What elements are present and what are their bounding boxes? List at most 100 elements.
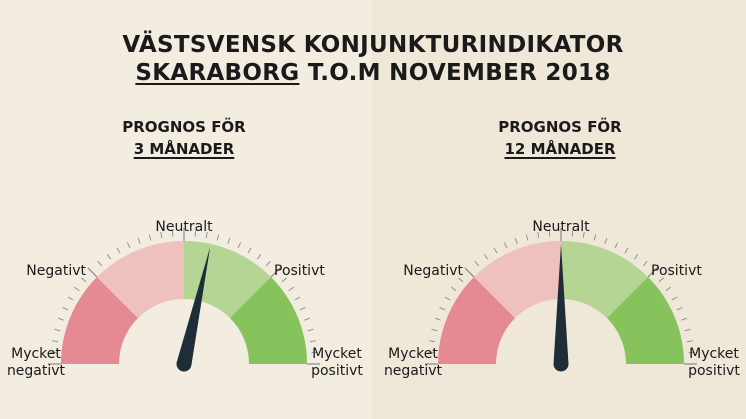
gauge-tick <box>428 340 436 343</box>
gauge-zone-very-positive <box>229 277 307 364</box>
gauge-tick <box>483 253 488 260</box>
gauge-tick <box>681 317 688 321</box>
gauge-zone-negative <box>474 241 561 319</box>
label-very-negative-line1: Mycket <box>11 346 61 362</box>
gauge-tick <box>548 230 551 237</box>
gauge-zone-positive <box>561 241 648 319</box>
gauge-tick <box>51 340 59 343</box>
gauge-tick <box>647 267 658 278</box>
gauge-tick <box>247 247 252 254</box>
gauge-tick <box>227 237 231 244</box>
gauge-tick <box>288 286 295 291</box>
gauge-tick <box>427 351 434 354</box>
gauge-tick <box>474 261 480 267</box>
gauge-zone-negative <box>97 241 184 319</box>
gauge-tick <box>73 286 80 291</box>
gauge-zone-very-positive <box>606 277 684 364</box>
gauge-title-prefix: PROGNOS FÖR <box>498 118 622 136</box>
gauge-tick <box>270 267 281 278</box>
gauge-tick <box>307 328 314 332</box>
gauge-tick <box>671 296 678 301</box>
gauge-tick <box>311 351 318 354</box>
gauge-tick <box>216 234 220 241</box>
gauge-tick <box>688 351 695 354</box>
gauge-tick <box>634 253 639 260</box>
gauge-tick <box>106 253 111 260</box>
gauge-tick <box>537 231 540 239</box>
label-very-negative-line2: negativt <box>384 363 443 379</box>
gauge-tick <box>237 242 242 249</box>
gauge-tick <box>57 317 64 321</box>
gauge-tick <box>571 230 574 237</box>
label-very-positive-line2: positivt <box>311 363 363 379</box>
gauge-tick <box>299 306 306 311</box>
gauge-tick <box>257 253 262 260</box>
gauge-tick <box>434 317 441 321</box>
gauge-tick <box>137 237 141 244</box>
gauge-needle <box>553 244 569 372</box>
gauge-tick <box>431 328 438 332</box>
gauge-zone-very-negative <box>438 277 516 364</box>
gauge-title-period: 12 MÅNADER <box>504 140 616 158</box>
gauge-tick <box>439 306 446 311</box>
gauge-tick <box>171 230 174 237</box>
label-very-negative-line2: negativt <box>7 363 66 379</box>
gauge-tick <box>294 296 301 301</box>
gauge-tick <box>464 267 475 278</box>
label-positive: Positivt <box>274 263 325 279</box>
gauge-tick <box>205 231 208 239</box>
gauge-tick <box>116 247 121 254</box>
gauge-tick <box>304 317 311 321</box>
gauge-tick <box>54 328 61 332</box>
gauge-tick <box>97 261 103 267</box>
gauge-tick <box>614 242 619 249</box>
gauge-tick <box>493 247 498 254</box>
gauge-tick <box>87 267 98 278</box>
label-very-positive-line1: Mycket <box>689 346 739 362</box>
gauge-tick <box>676 306 683 311</box>
label-positive: Positivt <box>651 263 702 279</box>
page-title: VÄSTSVENSK KONJUNKTURINDIKATOR <box>122 32 624 58</box>
gauge-tick <box>514 237 518 244</box>
gauge-tick <box>50 351 57 354</box>
gauge-tick <box>582 231 585 239</box>
page-subtitle: SKARABORG T.O.M NOVEMBER 2018 <box>0 59 746 87</box>
gauge-zone-positive <box>184 241 271 319</box>
gauge-title-12m: PROGNOS FÖR 12 MÅNADER <box>450 116 670 160</box>
gauge-tick <box>665 286 672 291</box>
gauge-tick <box>604 237 608 244</box>
label-very-positive-line1: Mycket <box>312 346 362 362</box>
gauge-tick <box>160 231 163 239</box>
gauge-tick <box>126 242 131 249</box>
gauge-tick <box>265 261 271 267</box>
gauge-tick <box>194 230 197 237</box>
gauge-tick <box>658 277 664 283</box>
gauge-title-period: 3 MÅNADER <box>133 140 235 158</box>
gauge-3-months: MycketnegativtNegativtNeutraltPositivtMy… <box>7 219 363 379</box>
label-very-negative-line1: Mycket <box>388 346 438 362</box>
label-negative: Negativt <box>403 263 463 279</box>
gauge-title-prefix: PROGNOS FÖR <box>122 118 246 136</box>
gauge-tick <box>67 296 74 301</box>
label-neutral: Neutralt <box>155 219 213 235</box>
gauge-title-3m: PROGNOS FÖR 3 MÅNADER <box>74 116 294 160</box>
label-very-positive-line2: positivt <box>688 363 740 379</box>
gauge-tick <box>503 242 508 249</box>
gauge-needle <box>176 246 211 372</box>
gauge-tick <box>148 234 152 241</box>
gauge-tick <box>684 328 691 332</box>
gauge-tick <box>593 234 597 241</box>
label-neutral: Neutralt <box>532 219 590 235</box>
gauge-zone-very-negative <box>61 277 139 364</box>
gauge-tick <box>686 340 694 343</box>
gauge-tick <box>444 296 451 301</box>
gauge-tick <box>450 286 457 291</box>
gauge-tick <box>624 247 629 254</box>
gauge-tick <box>525 234 529 241</box>
gauge-12-months: MycketnegativtNegativtNeutraltPositivtMy… <box>384 219 740 379</box>
gauge-tick <box>81 277 87 283</box>
gauge-tick <box>281 277 287 283</box>
gauge-tick <box>309 340 317 343</box>
gauge-tick <box>458 277 464 283</box>
